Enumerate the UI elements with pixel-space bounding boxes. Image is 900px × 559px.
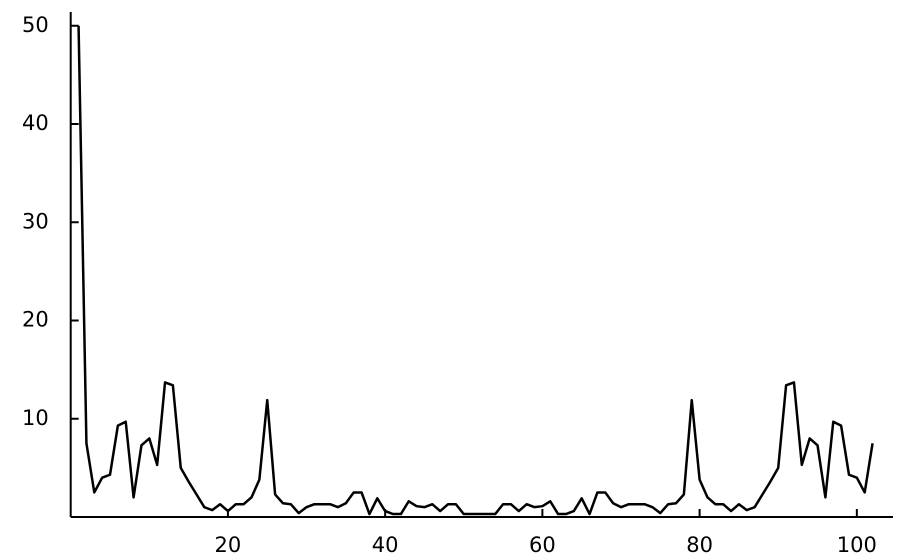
data-line xyxy=(77,25,874,516)
y-tick-label: 40 xyxy=(22,111,49,135)
y-tick-label: 50 xyxy=(22,13,49,37)
x-tick-label: 20 xyxy=(215,533,242,557)
y-tick-label: 20 xyxy=(22,308,49,332)
y-tick-label: 10 xyxy=(22,406,49,430)
x-tick-label: 40 xyxy=(372,533,399,557)
y-tick-label: 30 xyxy=(22,209,49,233)
x-tick-label: 80 xyxy=(686,533,713,557)
x-tick-label: 60 xyxy=(529,533,556,557)
x-tick-label: 100 xyxy=(837,533,877,557)
